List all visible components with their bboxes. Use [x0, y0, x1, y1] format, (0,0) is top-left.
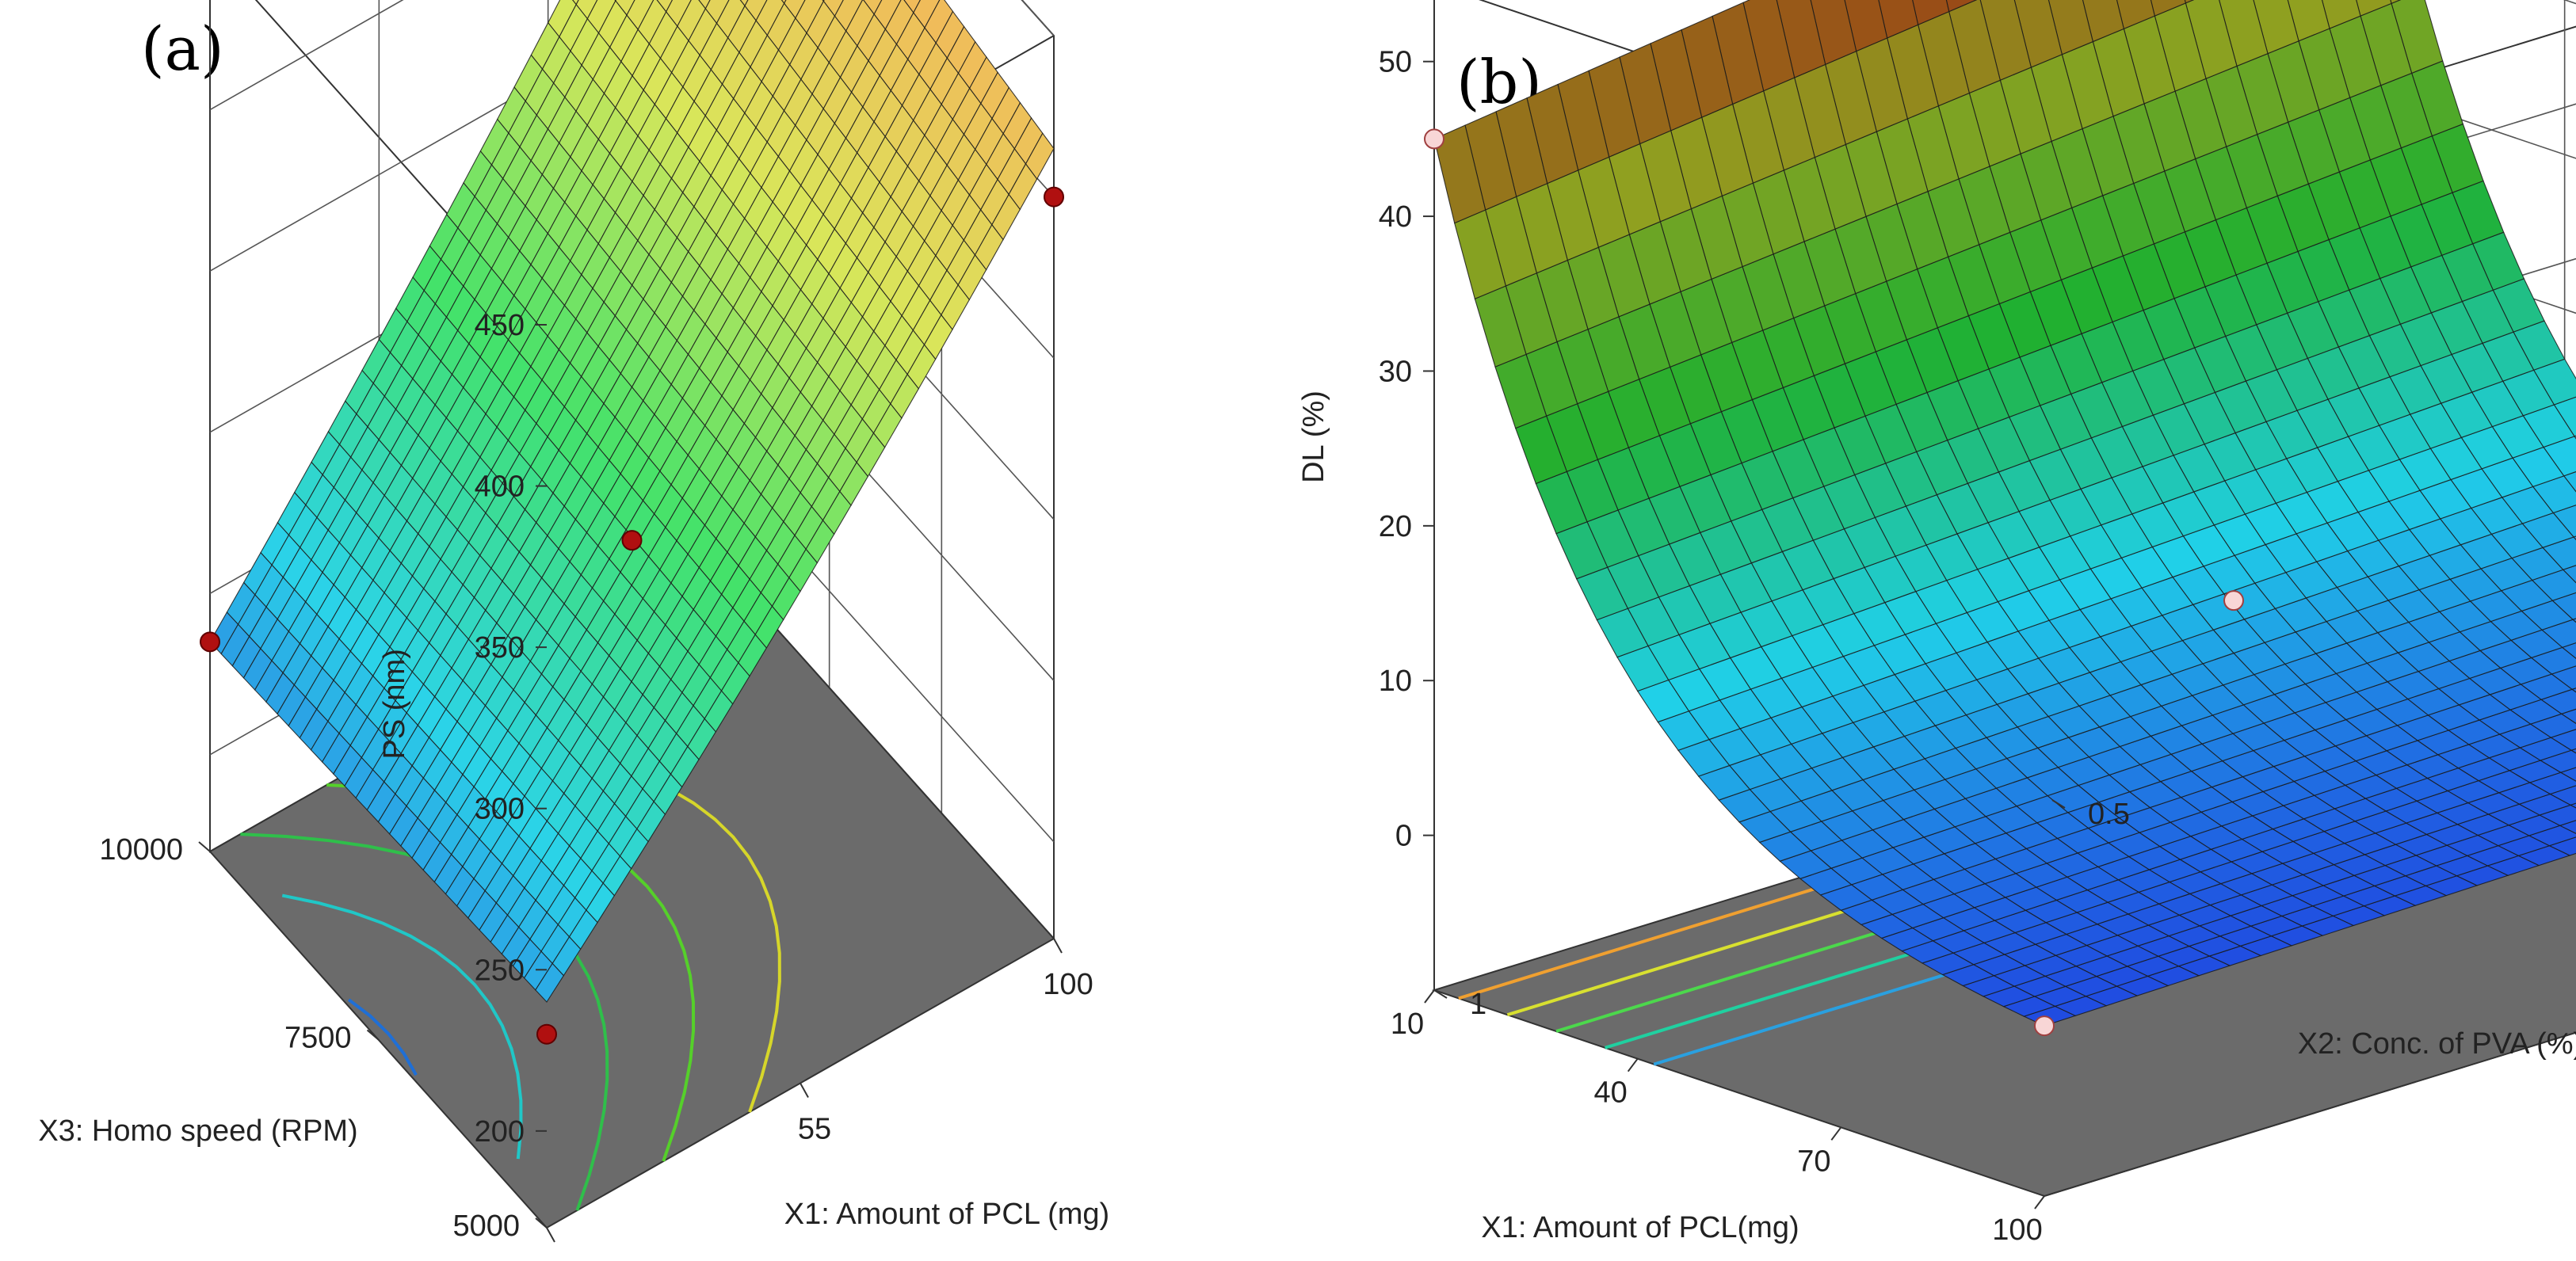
x-tick	[1424, 989, 1435, 1004]
x-tick-label: 40	[1594, 1076, 1628, 1110]
surface-facet	[739, 0, 749, 7]
surface-facet	[535, 962, 565, 1003]
z-tick-label: 30	[1379, 355, 1412, 388]
y-tick-label: 10000	[99, 833, 183, 867]
z-tick-label: 20	[1379, 510, 1412, 543]
x-tick-label: 70	[1797, 1145, 1830, 1178]
z-tick-label: 350	[475, 631, 525, 665]
surface-facet	[1433, 124, 1486, 224]
x-tick	[1627, 1058, 1639, 1072]
surface-facet	[1912, 0, 1950, 26]
z-tick-label: 450	[475, 309, 525, 342]
y-tick	[198, 841, 211, 852]
x-tick-label: 10	[1391, 1008, 1424, 1041]
y-tick-label: 5000	[452, 1210, 520, 1243]
y-axis-ticks: 5000 7500 10000	[99, 833, 548, 1243]
design-point	[2034, 1015, 2055, 1037]
surface-facet	[571, 0, 579, 6]
x-tick-label: 100	[1992, 1213, 2042, 1247]
panel-label-a: (a)	[141, 13, 224, 84]
z-tick-label: 10	[1379, 665, 1412, 698]
x-axis-title: X1: Amount of PCL(mg)	[1481, 1211, 1799, 1244]
surface-facet	[2390, 0, 2402, 5]
x-tick	[1830, 1126, 1842, 1141]
y-tick	[535, 1217, 548, 1229]
z-axis-ticks: 0 10 20 30 40 50	[1379, 46, 1434, 853]
surface-facet	[2184, 0, 2195, 4]
x-axis-title: X1: Amount of PCL (mg)	[784, 1198, 1109, 1231]
design-point	[621, 530, 643, 551]
x-tick-label: 100	[1043, 968, 1093, 1001]
x-tick-label: 10	[544, 1257, 578, 1261]
x-axis-ticks: 10 55 100	[544, 938, 1093, 1261]
y-axis-ticks: 10.5	[1433, 798, 2130, 1021]
y-tick	[2051, 799, 2066, 809]
x-tick	[800, 1083, 809, 1098]
design-point	[536, 1023, 557, 1045]
surface-facet	[698, 0, 711, 10]
surface-facet	[1945, 0, 1978, 13]
x-axis-ticks: 10 40 70 100	[1391, 989, 2045, 1247]
z-tick-label: 200	[475, 1115, 525, 1149]
surface-facet	[2563, 470, 2576, 493]
response-surface	[209, 0, 1055, 1003]
z-axis-ticks: 200 250 300 350 400 450	[475, 309, 547, 1149]
surface-facet	[2562, 565, 2576, 584]
x-tick	[2034, 1195, 2045, 1210]
z-axis-title: DL (%)	[1297, 390, 1330, 483]
design-point	[1044, 186, 1064, 208]
z-tick-label: 0	[1395, 820, 1412, 853]
design-points	[1424, 128, 2244, 1037]
z-axis-title: PS (nm)	[378, 649, 411, 759]
z-tick-label: 50	[1379, 46, 1412, 79]
y-tick-label: 0.5	[2088, 798, 2130, 831]
z-tick-label: 40	[1379, 200, 1412, 234]
y-axis-title: X3: Homo speed (RPM)	[38, 1114, 357, 1148]
design-points	[200, 186, 1064, 1045]
y-tick-label: 1	[1470, 988, 1486, 1021]
y-tick-label: 7500	[284, 1022, 352, 1055]
z-tick-label: 250	[475, 954, 525, 987]
x-tick	[546, 1227, 555, 1243]
x-tick	[1053, 938, 1063, 954]
surface-plot-a: 200 250 300 350 400 450 PS (nm) 10 55 100 5000 7500…	[38, 0, 1109, 1261]
surface-facet	[2356, 0, 2392, 17]
contour-line	[281, 893, 523, 1160]
surface-facet	[2150, 0, 2186, 17]
design-point	[200, 631, 220, 653]
y-tick	[366, 1029, 380, 1041]
z-tick-label: 300	[475, 793, 525, 826]
response-surface	[1433, 0, 2576, 1027]
x-tick-label: 55	[798, 1113, 831, 1146]
design-point	[1424, 128, 1444, 150]
y-tick	[1433, 989, 1448, 999]
design-point	[2223, 590, 2244, 611]
contour-line	[347, 998, 418, 1076]
z-tick-label: 400	[475, 470, 525, 504]
y-axis-title: X2: Conc. of PVA (%)	[2298, 1027, 2576, 1061]
